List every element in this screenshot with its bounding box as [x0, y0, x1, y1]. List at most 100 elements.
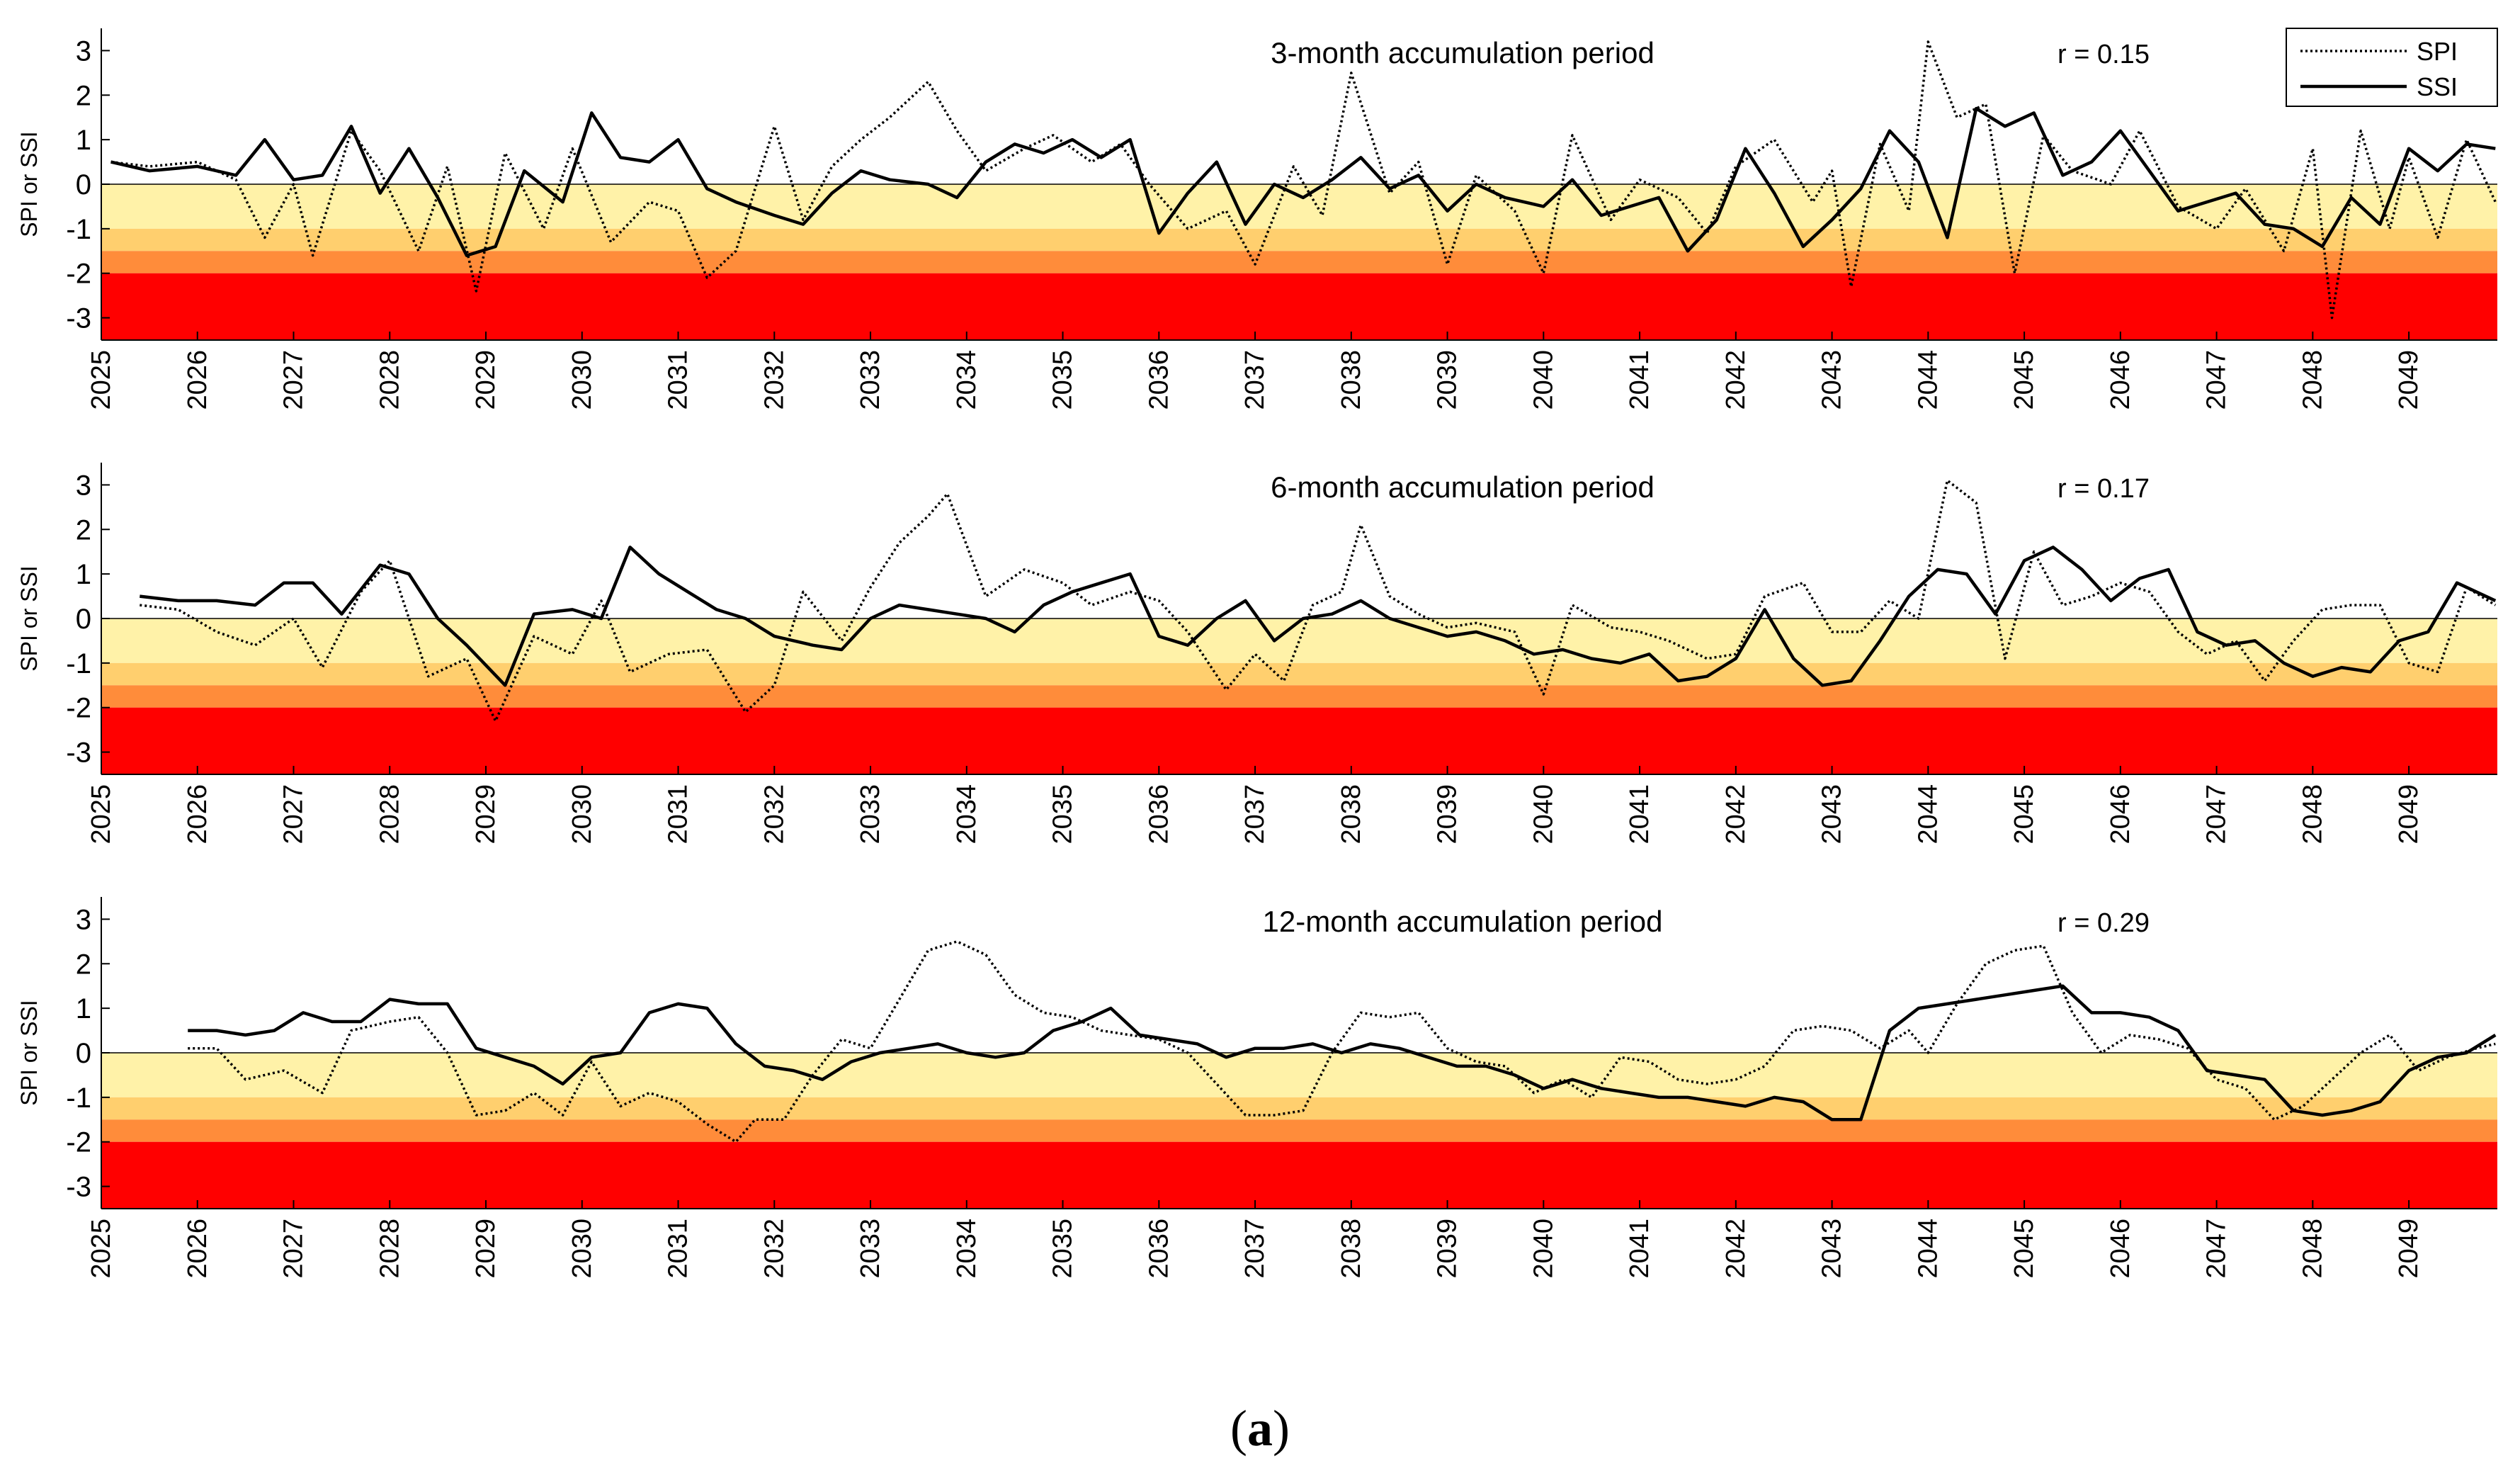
x-tick-label: 2038 [1336, 784, 1366, 844]
x-tick-label: 2025 [86, 784, 116, 844]
x-tick-label: 2047 [2202, 350, 2232, 410]
x-tick-label: 2043 [1817, 784, 1847, 844]
series-line-ssi [140, 546, 2497, 687]
y-tick-label: -2 [66, 693, 91, 724]
series-line-spi [140, 479, 2497, 723]
x-tick-label: 2027 [279, 1219, 309, 1279]
x-tick-label: 2026 [183, 350, 212, 410]
series-line-ssi [188, 984, 2497, 1122]
drought-band-3 [101, 251, 2497, 273]
x-tick-label: 2043 [1817, 350, 1847, 410]
panel-title: 3-month accumulation period [1271, 36, 1655, 69]
y-tick-label: 1 [76, 993, 91, 1024]
x-tick-label: 2044 [1913, 350, 1943, 410]
series-line-spi [188, 940, 2496, 1143]
drought-band-3 [101, 685, 2497, 708]
x-tick-label: 2039 [1433, 784, 1463, 844]
x-tick-label: 2029 [471, 350, 501, 410]
x-tick-label: 2033 [856, 1219, 885, 1279]
chart-panel-1: 3 2 1 0 -1 -2 -3 SPI or SSI 2025 2026 2027 2028 2029… [16, 28, 2498, 410]
y-tick-label: 1 [76, 125, 91, 156]
x-tick-label: 2046 [2106, 1219, 2135, 1279]
y-axis-label: SPI or SSI [16, 131, 42, 237]
x-tick-label: 2034 [952, 1219, 982, 1279]
x-tick-label: 2028 [375, 350, 404, 410]
y-tick-label: -3 [66, 738, 91, 769]
x-tick-label: 2047 [2202, 1219, 2232, 1279]
x-tick-label: 2041 [1625, 784, 1655, 844]
legend-box [2286, 28, 2498, 107]
x-tick-label: 2029 [471, 784, 501, 844]
correlation-annotation: r = 0.29 [2058, 908, 2150, 938]
x-tick-label: 2037 [1240, 350, 1270, 410]
x-tick-label: 2032 [759, 350, 789, 410]
drought-band-1 [101, 618, 2497, 663]
x-tick-label: 2028 [375, 784, 404, 844]
y-tick-label: -1 [66, 648, 91, 679]
x-tick-label: 2032 [759, 784, 789, 844]
drought-band-1 [101, 1053, 2497, 1097]
panel-title: 6-month accumulation period [1271, 470, 1655, 504]
y-tick-label: -3 [66, 1172, 91, 1203]
x-tick-label: 2036 [1144, 784, 1174, 844]
x-tick-label: 2049 [2394, 350, 2424, 410]
y-tick-label: -3 [66, 303, 91, 334]
x-tick-label: 2037 [1240, 1219, 1270, 1279]
chart-panel-3: 3 2 1 0 -1 -2 -3 SPI or SSI 2025 2026 2027 2028 2029… [16, 897, 2497, 1279]
figure-caption: (a) [1230, 1400, 1290, 1457]
x-tick-label: 2040 [1528, 784, 1558, 844]
x-tick-label: 2045 [2009, 350, 2039, 410]
x-tick-label: 2045 [2009, 784, 2039, 844]
x-tick-label: 2034 [952, 350, 982, 410]
panel-title: 12-month accumulation period [1263, 905, 1663, 938]
x-tick-label: 2035 [1048, 350, 1078, 410]
x-tick-label: 2042 [1721, 1219, 1751, 1279]
y-tick-label: -1 [66, 214, 91, 245]
x-tick-label: 2026 [183, 1219, 212, 1279]
y-tick-label: 0 [76, 169, 91, 200]
x-tick-label: 2036 [1144, 1219, 1174, 1279]
x-tick-label: 2030 [567, 1219, 597, 1279]
x-tick-label: 2038 [1336, 350, 1366, 410]
x-tick-label: 2039 [1433, 1219, 1463, 1279]
correlation-annotation: r = 0.17 [2058, 474, 2150, 504]
x-tick-label: 2027 [279, 784, 309, 844]
x-tick-label: 2035 [1048, 1219, 1078, 1279]
drought-band-2 [101, 1097, 2497, 1120]
x-tick-label: 2026 [183, 784, 212, 844]
x-tick-label: 2035 [1048, 784, 1078, 844]
y-axis-label: SPI or SSI [16, 565, 42, 671]
x-tick-label: 2034 [952, 784, 982, 844]
x-tick-label: 2040 [1528, 350, 1558, 410]
y-tick-label: -2 [66, 1127, 91, 1158]
drought-band-4 [101, 273, 2497, 340]
y-tick-label: 2 [76, 514, 91, 546]
x-tick-label: 2042 [1721, 784, 1751, 844]
drought-band-3 [101, 1119, 2497, 1142]
y-tick-label: 3 [76, 470, 91, 501]
x-tick-label: 2029 [471, 1219, 501, 1279]
y-tick-label: 0 [76, 1038, 91, 1069]
series-line-spi [110, 40, 2497, 320]
legend-label-spi: SPI [2417, 37, 2458, 66]
x-tick-label: 2049 [2394, 1219, 2424, 1279]
drought-band-1 [101, 184, 2497, 229]
y-axis-label: SPI or SSI [16, 1000, 42, 1105]
x-tick-label: 2025 [86, 350, 116, 410]
legend: SPI SSI [2286, 28, 2498, 107]
chart-panel-2: 3 2 1 0 -1 -2 -3 SPI or SSI 2025 2026 2027 2028 2029… [16, 463, 2497, 844]
y-tick-label: 3 [76, 35, 91, 67]
x-tick-label: 2046 [2106, 350, 2135, 410]
x-tick-label: 2036 [1144, 350, 1174, 410]
y-tick-label: 2 [76, 949, 91, 980]
x-tick-label: 2033 [856, 350, 885, 410]
x-tick-label: 2030 [567, 350, 597, 410]
x-tick-label: 2045 [2009, 1219, 2039, 1279]
x-tick-label: 2048 [2298, 350, 2327, 410]
y-tick-label: 2 [76, 80, 91, 111]
x-tick-label: 2041 [1625, 350, 1655, 410]
x-tick-label: 2041 [1625, 1219, 1655, 1279]
drought-band-4 [101, 1141, 2497, 1209]
series-line-ssi [110, 106, 2496, 257]
